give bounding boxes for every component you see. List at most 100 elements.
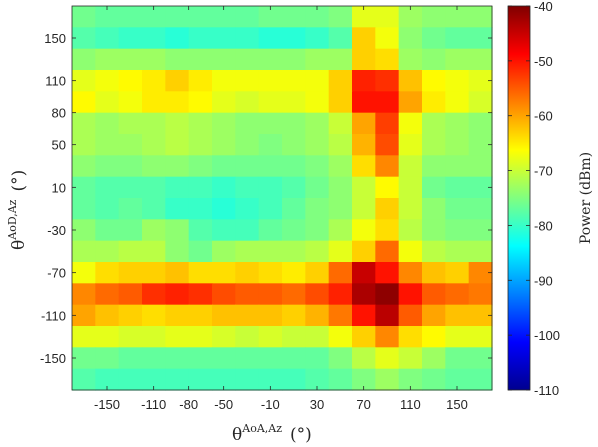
heatmap-cell <box>165 70 190 92</box>
heatmap-cell <box>375 240 400 263</box>
heatmap-cell <box>95 240 120 263</box>
heatmap-cell <box>422 27 446 50</box>
colorbar-tick-label: -50 <box>534 54 553 69</box>
heatmap-cell <box>398 198 423 220</box>
heatmap-cell <box>445 326 470 348</box>
y-tick-label: 80 <box>52 106 66 121</box>
heatmap-cell <box>212 48 236 71</box>
heatmap-cell <box>468 240 493 263</box>
heatmap-cell <box>142 326 166 348</box>
heatmap-cell <box>422 326 446 348</box>
heatmap-cell <box>422 155 446 178</box>
heatmap-cell <box>188 283 213 306</box>
heatmap-cell <box>422 304 446 327</box>
heatmap-cell <box>188 304 213 327</box>
heatmap-cell <box>165 347 190 370</box>
heatmap-cell <box>95 262 120 284</box>
heatmap-cell <box>305 155 330 178</box>
heatmap-cell <box>188 198 213 220</box>
heatmap-cell <box>398 368 423 391</box>
heatmap-cell <box>422 70 446 92</box>
heatmap-cell <box>375 112 400 135</box>
heatmap-cell <box>235 176 260 199</box>
colorbar-tick-label: -80 <box>534 218 553 233</box>
heatmap-cell <box>212 262 236 284</box>
heatmap-cell <box>235 27 260 50</box>
heatmap-cell <box>118 347 143 370</box>
heatmap-cell <box>118 262 143 284</box>
y-axis-unit: (°) <box>9 170 29 192</box>
heatmap-cell <box>258 304 283 327</box>
heatmap-cell <box>95 326 120 348</box>
x-tick-label: -50 <box>214 397 233 412</box>
colorbar-tick-label: -70 <box>534 164 553 179</box>
x-tick-label: 150 <box>446 397 468 412</box>
heatmap-cell <box>72 112 96 135</box>
heatmap-cell <box>258 48 283 71</box>
heatmap-cell <box>258 27 283 50</box>
heatmap-cell <box>95 6 120 28</box>
heatmap-cell <box>375 219 400 242</box>
heatmap-cell <box>165 283 190 306</box>
heatmap-cell <box>282 368 306 391</box>
x-axis-ticks: -150 -110 -80 -50 -10 30 70 110 150 <box>94 6 468 412</box>
heatmap-cell <box>468 368 493 391</box>
heatmap-cell <box>398 219 423 242</box>
heatmap-cell <box>352 219 376 242</box>
y-tick-label: -70 <box>47 266 66 281</box>
heatmap-cell <box>258 368 283 391</box>
heatmap-cell <box>422 176 446 199</box>
heatmap-cell <box>142 176 166 199</box>
x-axis-unit: (°) <box>290 425 312 445</box>
heatmap-cell <box>375 326 400 348</box>
heatmap-cell <box>212 176 236 199</box>
heatmap-cell <box>95 70 120 92</box>
heatmap-cell <box>235 240 260 263</box>
heatmap-cell <box>328 262 353 284</box>
heatmap-cell <box>95 27 120 50</box>
y-axis-title: θAoD,Az (°) <box>6 170 29 250</box>
y-tick-label: 50 <box>52 138 66 153</box>
heatmap-cell <box>212 219 236 242</box>
heatmap-cell <box>468 262 493 284</box>
heatmap-cell <box>142 304 166 327</box>
heatmap-cell <box>375 155 400 178</box>
colorbar-gradient <box>507 5 531 391</box>
heatmap-cell <box>165 368 190 391</box>
heatmap-cell <box>445 48 470 71</box>
heatmap-cell <box>352 198 376 220</box>
x-tick-label: 110 <box>400 397 421 412</box>
heatmap-cell <box>398 27 423 50</box>
heatmap-cell <box>468 176 493 199</box>
heatmap-cell <box>282 176 306 199</box>
heatmap-cell <box>142 283 166 306</box>
y-tick-label: -110 <box>41 308 66 323</box>
heatmap-cell <box>398 262 423 284</box>
heatmap-cell <box>445 283 470 306</box>
heatmap-cell <box>468 283 493 306</box>
heatmap-cell <box>445 347 470 370</box>
heatmap-cell <box>398 304 423 327</box>
heatmap-cell <box>165 112 190 135</box>
heatmap-cell <box>235 134 260 156</box>
heatmap-cell <box>445 91 470 114</box>
heatmap-cell <box>235 368 260 391</box>
heatmap-cell <box>468 134 493 156</box>
heatmap-cell <box>305 6 330 28</box>
heatmap-cell <box>72 6 96 28</box>
x-axis-title: θAoA,Az (°) <box>232 422 312 445</box>
heatmap-cell <box>72 240 96 263</box>
heatmap-cell <box>142 347 166 370</box>
heatmap-cell <box>235 304 260 327</box>
heatmap-cell <box>258 91 283 114</box>
heatmap-cell <box>165 48 190 71</box>
heatmap-cell <box>165 134 190 156</box>
heatmap-cell <box>468 155 493 178</box>
heatmap-cell <box>352 326 376 348</box>
heatmap-cell <box>188 6 213 28</box>
heatmap-cell <box>422 48 446 71</box>
heatmap-cell <box>282 112 306 135</box>
heatmap-cell <box>468 304 493 327</box>
heatmap-cell <box>212 91 236 114</box>
